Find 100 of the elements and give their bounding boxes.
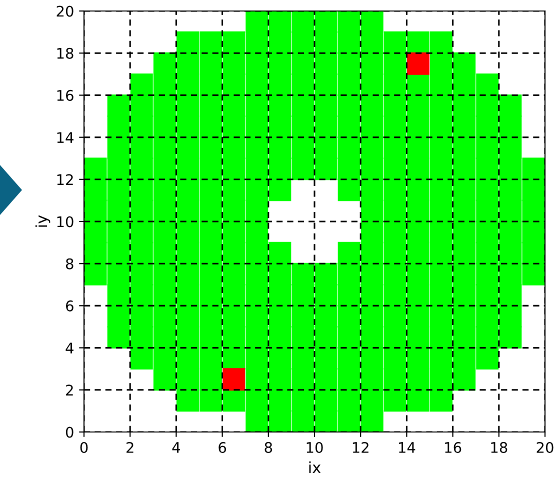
point	[476, 116, 499, 138]
y-tick-label: 8	[66, 258, 74, 270]
point	[476, 242, 499, 264]
point	[453, 158, 476, 180]
point	[430, 284, 453, 306]
point	[292, 31, 314, 54]
point	[430, 242, 453, 264]
point	[130, 284, 153, 306]
point	[200, 158, 222, 180]
point	[107, 200, 130, 222]
point	[406, 242, 430, 264]
point	[360, 116, 384, 138]
point	[499, 242, 522, 264]
point	[314, 158, 338, 180]
point	[292, 410, 314, 432]
point	[360, 31, 384, 54]
point	[176, 242, 199, 264]
point	[360, 368, 384, 391]
point	[476, 284, 499, 306]
point	[200, 200, 222, 222]
point	[406, 326, 430, 349]
point	[153, 284, 176, 306]
point	[360, 326, 384, 349]
x-axis-title: ix	[309, 461, 321, 473]
point	[176, 116, 199, 138]
point	[384, 158, 406, 180]
point	[222, 73, 246, 96]
point	[84, 200, 107, 222]
x-tick-label: 0	[80, 442, 88, 454]
point	[338, 73, 360, 96]
point	[268, 31, 292, 54]
point	[222, 368, 246, 391]
point	[200, 284, 222, 306]
point	[84, 262, 107, 286]
point	[130, 347, 153, 370]
point	[522, 242, 545, 264]
point	[222, 284, 246, 306]
y-tick-label: 0	[66, 426, 74, 438]
point	[246, 410, 268, 432]
point	[84, 242, 107, 264]
point	[292, 116, 314, 138]
y-tick-label: 6	[66, 300, 74, 312]
point	[430, 31, 453, 54]
point	[200, 73, 222, 96]
point	[268, 73, 292, 96]
point	[360, 284, 384, 306]
point	[200, 242, 222, 264]
point	[384, 73, 406, 96]
point	[384, 389, 406, 412]
point	[384, 284, 406, 306]
point	[130, 242, 153, 264]
point	[338, 31, 360, 54]
point	[153, 73, 176, 96]
point	[384, 200, 406, 222]
point	[430, 200, 453, 222]
point	[200, 368, 222, 391]
point	[406, 31, 430, 54]
point	[153, 200, 176, 222]
point	[338, 284, 360, 306]
point	[153, 158, 176, 180]
point	[453, 73, 476, 96]
point	[268, 326, 292, 349]
point	[153, 242, 176, 264]
point	[246, 284, 268, 306]
point	[292, 326, 314, 349]
point	[384, 31, 406, 54]
point	[84, 158, 107, 180]
point	[338, 410, 360, 432]
point	[430, 73, 453, 96]
y-tick-label: 20	[56, 6, 74, 17]
point	[338, 368, 360, 391]
point	[314, 284, 338, 306]
point	[430, 326, 453, 349]
point	[499, 284, 522, 306]
point	[453, 242, 476, 264]
point	[453, 116, 476, 138]
point	[222, 158, 246, 180]
point	[384, 326, 406, 349]
point	[476, 347, 499, 370]
x-tick-label: 18	[491, 442, 508, 454]
point	[406, 52, 430, 75]
point	[430, 368, 453, 391]
point	[268, 410, 292, 432]
point	[246, 73, 268, 96]
point	[360, 200, 384, 222]
point	[338, 242, 360, 264]
point	[314, 326, 338, 349]
point	[292, 284, 314, 306]
point	[292, 11, 314, 33]
point	[268, 11, 292, 33]
point	[130, 158, 153, 180]
point	[222, 31, 246, 54]
point	[268, 116, 292, 138]
point	[314, 116, 338, 138]
point	[176, 326, 199, 349]
point	[406, 116, 430, 138]
point	[268, 178, 292, 202]
point	[268, 368, 292, 391]
point	[360, 73, 384, 96]
point	[246, 158, 268, 180]
